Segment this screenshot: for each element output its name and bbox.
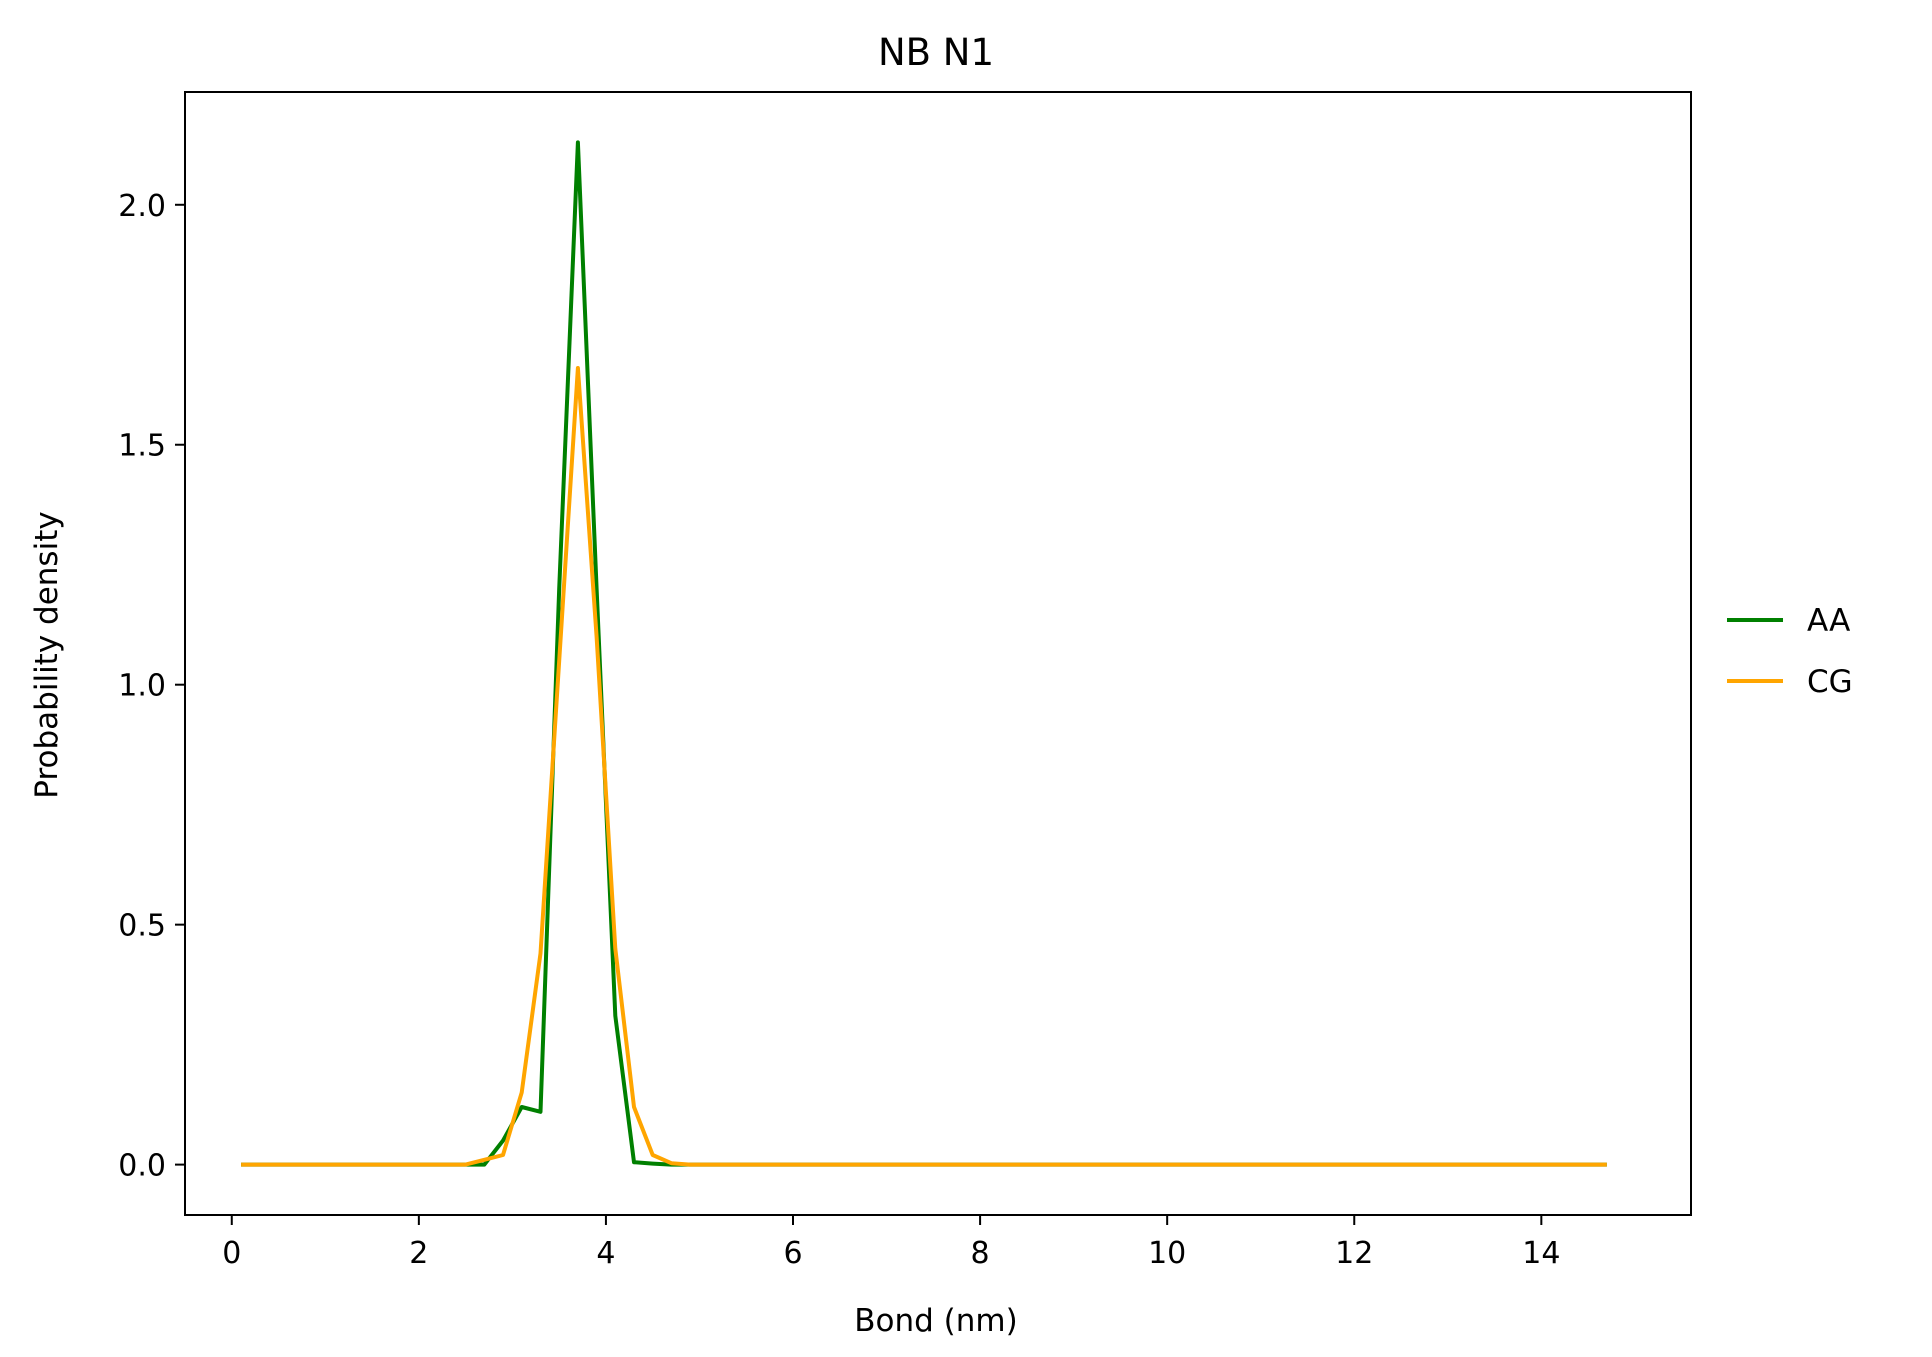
series-layer	[241, 140, 1607, 1167]
x-tick-label: 2	[409, 1236, 428, 1271]
x-tick-label: 0	[222, 1236, 241, 1271]
x-tick-label: 14	[1522, 1236, 1560, 1271]
x-tick-label: 4	[596, 1236, 615, 1271]
x-tick-label: 6	[783, 1236, 802, 1271]
y-tick-label: 2.0	[118, 189, 166, 224]
y-tick-label: 0.0	[118, 1149, 166, 1184]
y-tick-label: 0.5	[118, 909, 166, 944]
legend-label-cg: CG	[1807, 664, 1853, 700]
x-tick-label: 12	[1335, 1236, 1373, 1271]
y-axis-label: Probability density	[29, 511, 65, 798]
series-line-cg	[241, 366, 1607, 1167]
y-tick-label: 1.0	[118, 669, 166, 704]
x-axis: 0 2 4 6 8 10 12 14	[222, 1215, 1560, 1271]
x-axis-label: Bond (nm)	[854, 1303, 1017, 1339]
legend: AA CG	[1727, 603, 1853, 700]
y-tick-label: 1.5	[118, 429, 166, 464]
x-tick-label: 10	[1148, 1236, 1186, 1271]
x-tick-label: 8	[971, 1236, 990, 1271]
plot-area-frame	[184, 91, 1692, 1216]
legend-label-aa: AA	[1807, 603, 1850, 639]
chart-title: NB N1	[878, 31, 994, 74]
y-axis: 0.0 0.5 1.0 1.5 2.0	[118, 189, 185, 1184]
